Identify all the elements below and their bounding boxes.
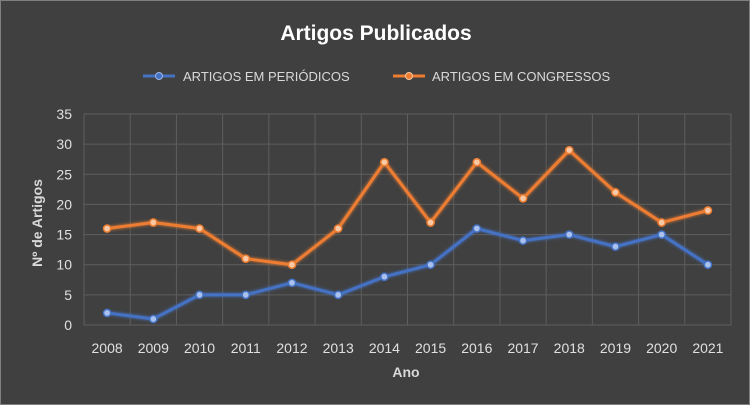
data-point [380,272,389,282]
data-point [472,224,482,233]
y-tick-label: 15 [56,227,72,243]
y-axis-title: Nº de Artigos [29,179,45,267]
x-tick-label: 2009 [138,340,169,356]
x-tick-label: 2015 [415,340,446,356]
data-point [333,224,343,233]
y-axis-ticks: 0 5 10 15 20 25 30 35 [56,106,72,333]
series-periodicos [102,224,713,324]
x-tick-label: 2017 [507,340,538,356]
y-tick-label: 0 [64,317,72,333]
x-tick-label: 2020 [646,340,677,356]
x-tick-label: 2008 [92,340,123,356]
legend-label-periodicos: ARTIGOS EM PERIÓDICOS [183,69,350,84]
x-axis-title: Ano [392,364,419,380]
x-tick-label: 2019 [600,340,631,356]
data-point [703,206,713,215]
y-tick-label: 35 [56,106,72,122]
x-tick-label: 2016 [461,340,492,356]
data-point [148,218,158,227]
data-point [287,260,297,270]
x-tick-label: 2011 [231,340,261,356]
data-point [333,290,343,300]
data-point [518,236,528,245]
data-point [102,224,112,233]
x-tick-label: 2013 [323,340,354,356]
data-point [657,230,667,239]
data-point [195,224,204,233]
x-tick-label: 2021 [692,340,723,356]
x-tick-label: 2012 [276,340,307,356]
y-tick-label: 25 [56,166,72,182]
data-point [564,145,574,155]
legend-marker-periodicos [155,72,163,80]
data-point [241,254,251,264]
data-point [564,230,574,239]
data-point [195,290,204,300]
data-point [703,260,713,270]
data-point [611,242,620,251]
series-line [106,148,709,267]
series-layer [102,145,713,324]
data-point [241,290,251,300]
legend-marker-congressos [405,72,413,80]
x-axis-ticks: 2008 2009 2010 2011 2012 2013 2014 2015 2016 2017… [92,340,724,356]
grid [83,113,732,326]
x-tick-label: 2018 [554,340,585,356]
series-line [106,227,709,321]
legend: ARTIGOS EM PERIÓDICOS ARTIGOS EM CONGRES… [143,69,611,84]
data-point [148,314,158,324]
data-point [657,218,667,227]
legend-item-periodicos: ARTIGOS EM PERIÓDICOS [143,69,350,84]
y-tick-label: 20 [56,196,72,212]
data-point [426,218,435,227]
legend-label-congressos: ARTIGOS EM CONGRESSOS [432,69,611,84]
series-congressos [102,145,713,270]
data-point [380,157,389,167]
data-point [611,188,620,197]
chart-title: Artigos Publicados [280,22,471,45]
data-point [518,194,528,203]
data-point [472,157,482,167]
y-tick-label: 30 [56,136,72,152]
legend-item-congressos: ARTIGOS EM CONGRESSOS [393,69,611,84]
x-tick-label: 2010 [184,340,215,356]
data-point [426,260,435,270]
x-tick-label: 2014 [369,340,400,356]
y-tick-label: 5 [64,287,72,303]
y-tick-label: 10 [56,257,72,273]
data-point [102,308,112,318]
data-point [287,278,297,288]
